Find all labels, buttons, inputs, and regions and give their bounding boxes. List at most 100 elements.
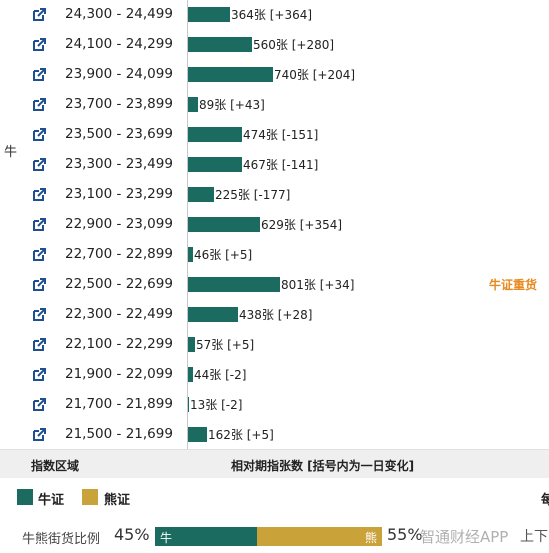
external-link-icon[interactable] [33,38,46,51]
external-link-icon[interactable] [33,8,46,21]
table-header: 指数区域 相对期指张数 [括号内为一日变化] [0,449,549,478]
table-row: 22,900 - 23,099 629张 [+354] [0,210,549,240]
external-link-icon[interactable] [33,368,46,381]
table-row: 24,100 - 24,299 560张 [+280] [0,30,549,60]
external-link-icon[interactable] [33,68,46,81]
axis-divider [187,30,188,60]
table-row: 21,700 - 21,899 13张 [-2] [0,390,549,420]
count-value: 13张 [-2] [190,398,243,412]
external-link-icon[interactable] [33,158,46,171]
count-value: 44张 [-2] [194,368,247,382]
strike-range: 23,300 - 23,499 [65,156,173,172]
strike-range: 22,700 - 22,899 [65,246,173,262]
count-value: 801张 [+34] [281,278,355,292]
count-value: 46张 [+5] [194,248,253,262]
strike-range: 23,700 - 23,899 [65,96,173,112]
axis-divider [187,150,188,180]
ratio-bear-tag: 熊 [364,531,377,545]
external-link-icon[interactable] [33,308,46,321]
count-value: 57张 [+5] [196,338,255,352]
legend: 牛证 熊证 每 [0,478,549,516]
bear-legend-label: 熊证 [104,493,131,508]
table-row: 24,300 - 24,499 364张 [+364] [0,0,549,30]
count-bar [188,217,260,232]
count-bar [188,67,273,82]
axis-divider [187,0,188,30]
strike-range: 23,100 - 23,299 [65,186,173,202]
external-link-icon[interactable] [33,428,46,441]
axis-divider [187,420,188,450]
table-row: 21,500 - 21,699 162张 [+5] [0,420,549,450]
count-value: 560张 [+280] [253,38,335,52]
strike-range: 24,100 - 24,299 [65,36,173,52]
updown-toggle[interactable]: 上下 [520,529,548,545]
count-bar [188,187,214,202]
table-row: 22,500 - 22,699 801张 [+34] 牛证重货 [0,270,549,300]
external-link-icon[interactable] [33,188,46,201]
bull-legend-swatch [17,489,33,505]
axis-divider [187,240,188,270]
count-bar [188,127,242,142]
external-link-icon[interactable] [33,98,46,111]
count-bar [188,427,207,442]
axis-divider [187,120,188,150]
bear-percent: 55% [387,525,423,544]
strike-range-list: 24,300 - 24,499 364张 [+364] 24,100 - 24,29… [0,0,549,450]
count-bar [188,97,198,112]
ratio-bull-fill [155,527,258,546]
external-link-icon[interactable] [33,278,46,291]
watermark: 智通财经APP [420,528,509,546]
ratio-label: 牛熊街货比例 [22,532,101,547]
count-value: 740张 [+204] [274,68,356,82]
table-row: 22,100 - 22,299 57张 [+5] [0,330,549,360]
strike-range: 21,700 - 21,899 [65,396,173,412]
count-bar [188,337,195,352]
strike-range: 22,100 - 22,299 [65,336,173,352]
table-row: 23,300 - 23,499 467张 [-141] [0,150,549,180]
axis-divider [187,330,188,360]
strike-range: 23,500 - 23,699 [65,126,173,142]
axis-divider [187,270,188,300]
external-link-icon[interactable] [33,338,46,351]
count-value: 629张 [+354] [261,218,343,232]
ratio-bull-tag: 牛 [160,531,173,545]
header-range-column: 指数区域 [31,459,80,473]
table-row: 23,500 - 23,699 474张 [-151] [0,120,549,150]
external-link-icon[interactable] [33,128,46,141]
bull-side-label: 牛 [4,145,18,160]
legend-edge-text: 每 [541,493,549,508]
strike-range: 22,500 - 22,699 [65,276,173,292]
strike-range: 23,900 - 24,099 [65,66,173,82]
count-value: 438张 [+28] [239,308,313,322]
count-bar [188,277,280,292]
external-link-icon[interactable] [33,218,46,231]
count-bar [188,367,193,382]
count-bar [188,7,230,22]
table-row: 21,900 - 22,099 44张 [-2] [0,360,549,390]
axis-divider [187,60,188,90]
header-count-column: 相对期指张数 [括号内为一日变化] [231,459,415,473]
bull-percent: 45% [114,525,150,544]
count-bar [188,157,242,172]
strike-range: 24,300 - 24,499 [65,6,173,22]
count-bar [188,37,252,52]
count-value: 225张 [-177] [215,188,291,202]
strike-range: 22,300 - 22,499 [65,306,173,322]
strike-range: 21,500 - 21,699 [65,426,173,442]
table-row: 23,900 - 24,099 740张 [+204] [0,60,549,90]
table-row: 22,300 - 22,499 438张 [+28] [0,300,549,330]
count-bar [188,307,238,322]
ratio-bar: 牛 熊 [155,527,382,546]
axis-divider [187,90,188,120]
bull-bear-ratio: 牛熊街货比例 45% 牛 熊 55% 智通财经APP 上下 [0,524,549,550]
axis-divider [187,360,188,390]
external-link-icon[interactable] [33,248,46,261]
count-value: 89张 [+43] [199,98,265,112]
table-row: 22,700 - 22,899 46张 [+5] [0,240,549,270]
count-value: 474张 [-151] [243,128,319,142]
count-bar [188,247,193,262]
count-value: 467张 [-141] [243,158,319,172]
bull-legend-label: 牛证 [38,493,65,508]
count-value: 162张 [+5] [208,428,274,442]
external-link-icon[interactable] [33,398,46,411]
